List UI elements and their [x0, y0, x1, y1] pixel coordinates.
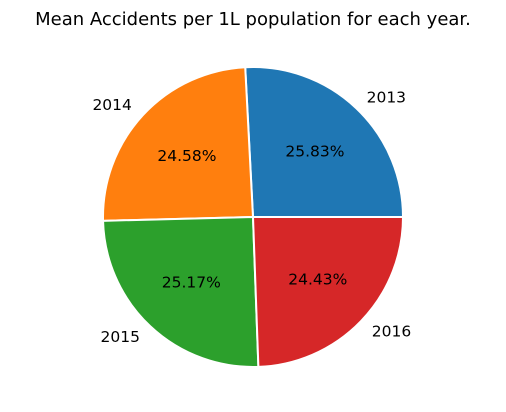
slice-label-2014: 2014: [92, 96, 131, 114]
slice-label-2015: 2015: [101, 328, 140, 346]
slice-label-2013: 2013: [367, 88, 406, 106]
slice-percent-2014: 24.58%: [157, 147, 216, 165]
slice-label-2016: 2016: [372, 323, 411, 341]
slice-percent-2016: 24.43%: [288, 270, 347, 288]
slice-percent-2013: 25.83%: [285, 143, 344, 161]
pie-slice-2016: [253, 217, 403, 367]
pie-slices: [103, 67, 403, 367]
chart-title: Mean Accidents per 1L population for eac…: [35, 9, 471, 30]
slice-percent-2015: 25.17%: [162, 274, 221, 292]
pie-slice-2014: [103, 67, 253, 221]
